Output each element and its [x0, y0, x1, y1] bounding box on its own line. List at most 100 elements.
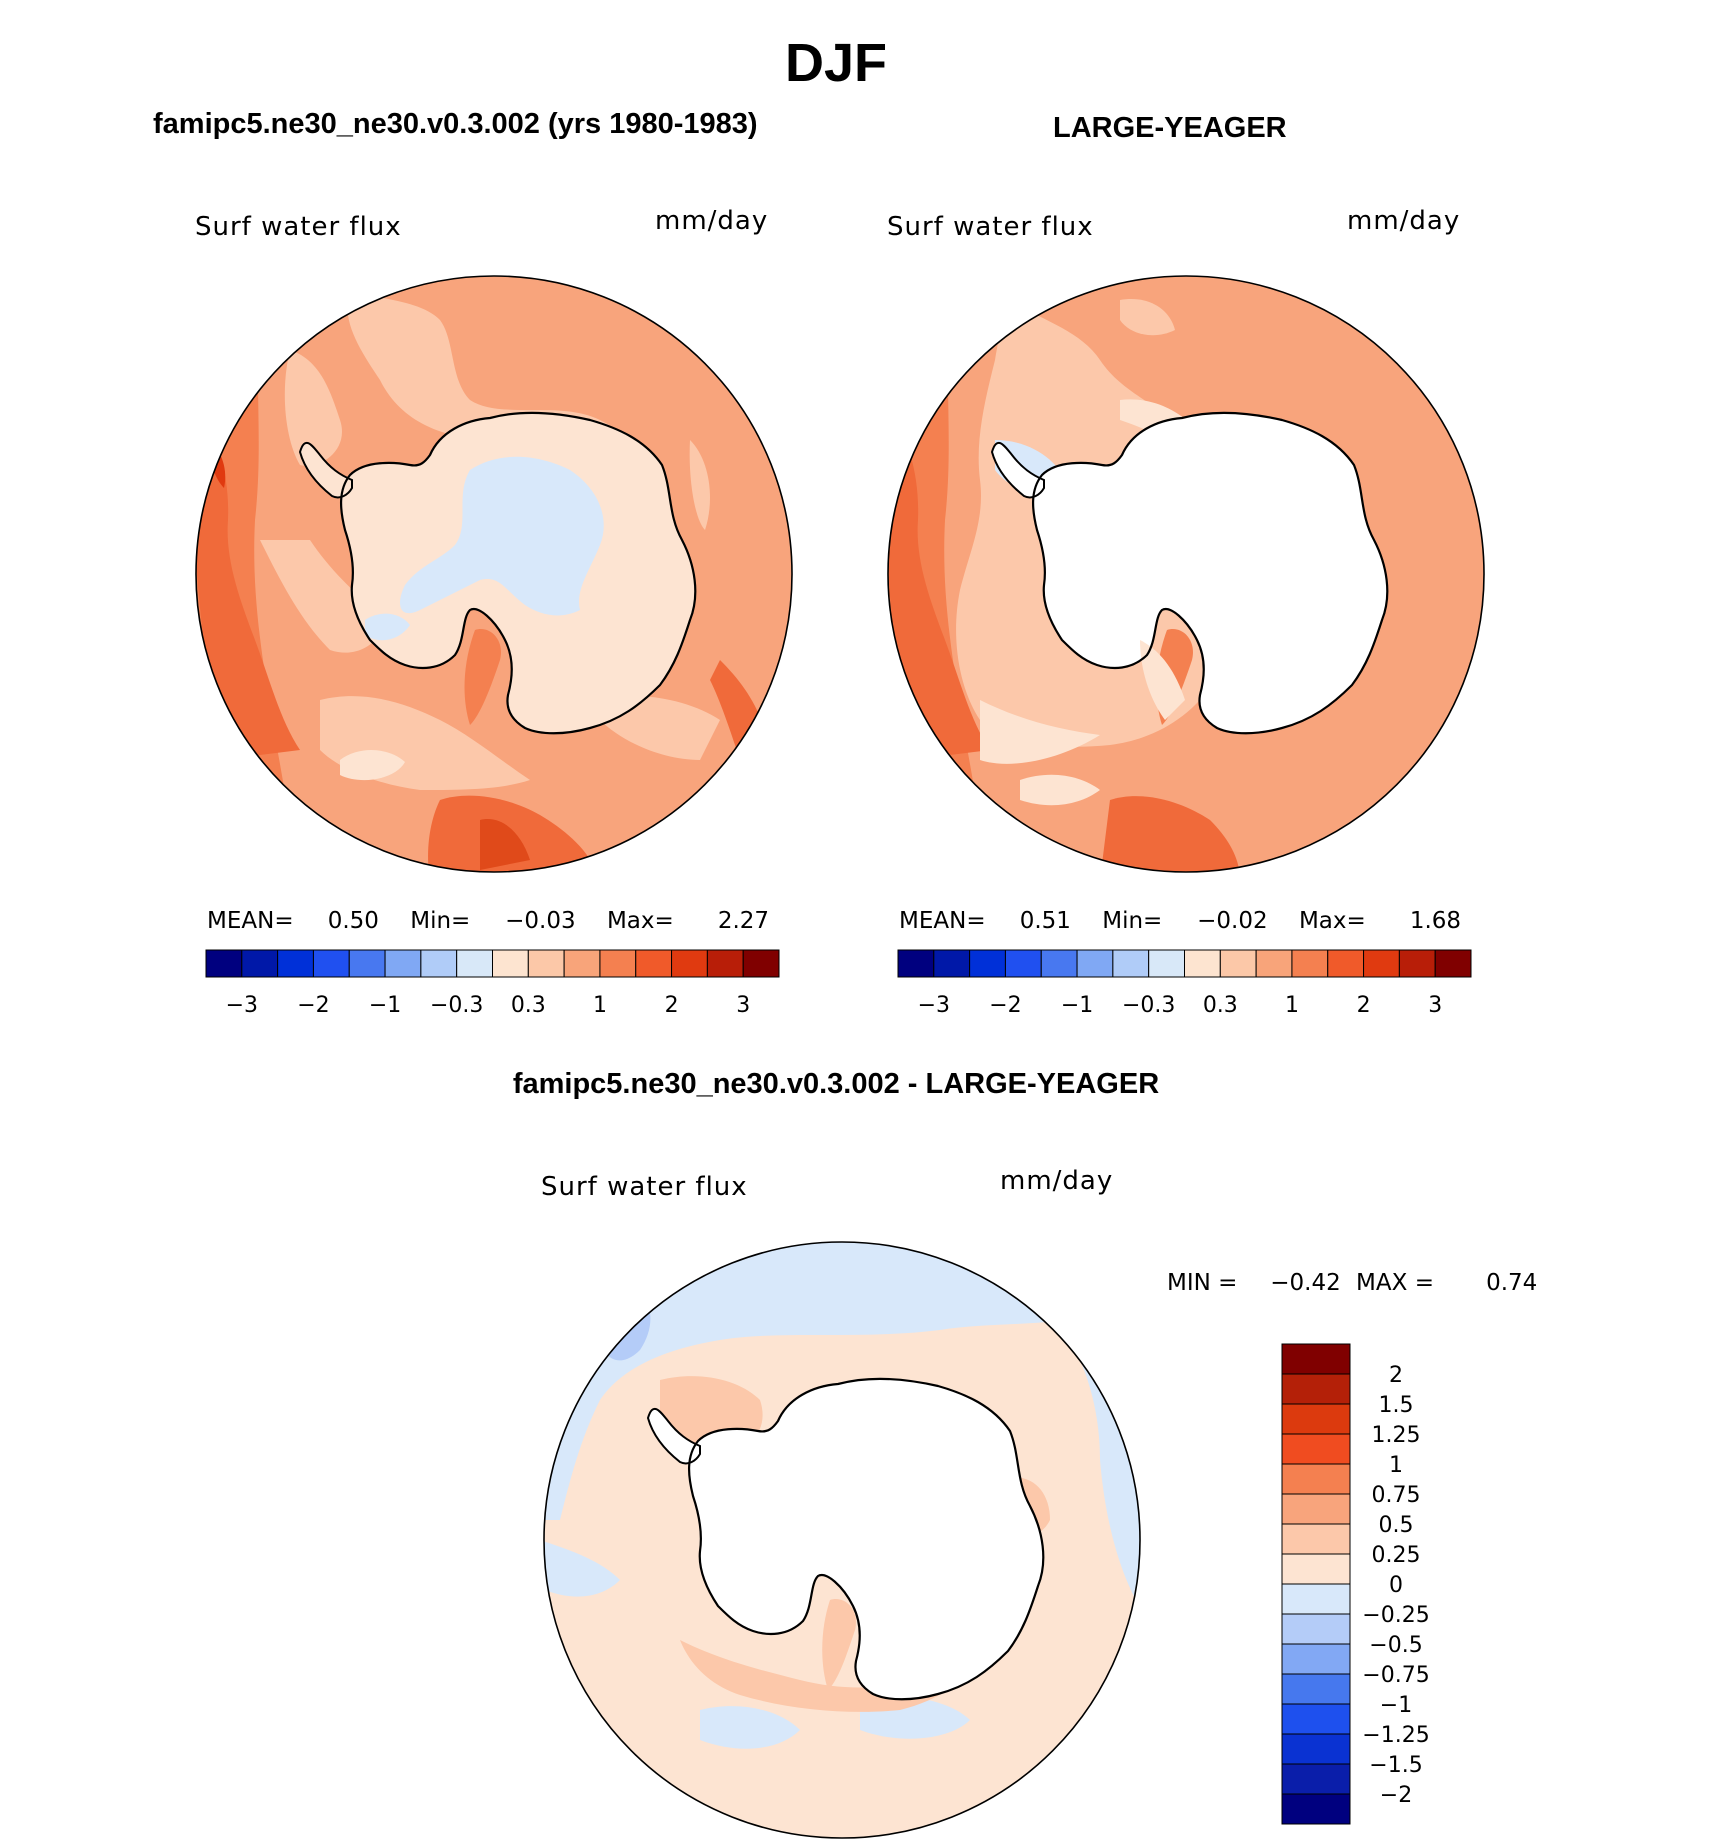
diff-colorbar-swatch: [1281, 1553, 1351, 1585]
model-colorbar-tick-label: −2: [297, 993, 329, 1018]
diff-colorbar-swatch: [1281, 1703, 1351, 1735]
diff-colorbar-tick-label: −0.25: [1362, 1603, 1429, 1628]
obs-max-label: Max=: [1298, 908, 1366, 934]
model-colorbar-tick-label: −1: [369, 993, 401, 1018]
obs-colorbar-tick-label: 0.3: [1203, 993, 1238, 1018]
diff-colorbar-tick-label: 1.25: [1372, 1423, 1421, 1448]
diff-colorbar-tick-label: −0.75: [1362, 1663, 1429, 1688]
obs-mean-value: 0.51: [1019, 908, 1071, 934]
obs-variable-label: Surf water flux: [887, 212, 1094, 242]
obs-colorbar-tick-label: −2: [989, 993, 1021, 1018]
obs-colorbar-swatch: [1148, 949, 1185, 978]
model-colorbar-tick-label: 2: [665, 993, 679, 1018]
diff-colorbar-swatch: [1281, 1373, 1351, 1405]
diff-colorbar-tick-label: 0: [1389, 1573, 1403, 1598]
model-colorbar-swatch: [492, 949, 529, 978]
obs-colorbar-swatch: [969, 949, 1006, 978]
diff-max-value: 0.74: [1486, 1270, 1538, 1296]
obs-colorbar-swatch: [1291, 949, 1329, 978]
model-colorbar-swatch: [348, 949, 386, 978]
diff-colorbar-swatch: [1281, 1733, 1351, 1765]
diff-colorbar-tick-label: −1: [1380, 1693, 1412, 1718]
obs-panel-title: LARGE-YEAGER: [1053, 112, 1287, 144]
diff-colorbar-swatch: [1281, 1463, 1351, 1495]
diff-variable-label: Surf water flux: [541, 1172, 748, 1202]
model-colorbar-tick-label: −0.3: [430, 993, 483, 1018]
obs-colorbar-swatch: [933, 949, 971, 978]
obs-colorbar-swatch: [1327, 949, 1365, 978]
model-colorbar-swatch: [671, 949, 708, 978]
diff-panel-title: famipc5.ne30_ne30.v0.3.002 - LARGE-YEAGE…: [512, 1068, 1160, 1100]
model-colorbar-swatch: [563, 949, 601, 978]
model-colorbar-swatch: [527, 949, 565, 978]
diff-colorbar-swatch: [1281, 1433, 1351, 1465]
model-colorbar-swatch: [241, 949, 279, 978]
diff-colorbar-tick-label: −1.25: [1362, 1723, 1429, 1748]
model-colorbar-swatch: [742, 949, 780, 978]
model-min-label: Min=: [410, 908, 471, 934]
obs-colorbar-swatch: [1112, 949, 1150, 978]
obs-colorbar-swatch: [1363, 949, 1400, 978]
diff-min-value: −0.42: [1270, 1270, 1341, 1296]
model-max-value: 2.27: [717, 908, 770, 934]
diff-colorbar-tick-label: 0.75: [1372, 1483, 1421, 1508]
model-colorbar-swatch: [599, 949, 637, 978]
obs-colorbar-swatch: [1398, 949, 1436, 978]
obs-colorbar-tick-label: −1: [1061, 993, 1093, 1018]
obs-colorbar-swatch: [1076, 949, 1114, 978]
obs-colorbar-tick-label: −3: [918, 993, 950, 1018]
model-units-label: mm/day: [655, 206, 769, 236]
obs-colorbar-swatch: [1219, 949, 1257, 978]
figure-title: DJF: [784, 33, 887, 93]
obs-colorbar-swatch: [1004, 949, 1042, 978]
diff-colorbar-tick-label: −1.5: [1369, 1753, 1422, 1778]
diff-colorbar-swatch: [1281, 1493, 1351, 1525]
obs-min-value: −0.02: [1197, 908, 1268, 934]
diff-stats: MIN = −0.42 MAX = 0.74: [1167, 1270, 1537, 1296]
obs-stats: MEAN= 0.51 Min= −0.02 Max= 1.68: [899, 908, 1461, 934]
model-panel-title: famipc5.ne30_ne30.v0.3.002 (yrs 1980-198…: [153, 108, 758, 140]
obs-colorbar-swatch: [1434, 949, 1472, 978]
model-variable-label: Surf water flux: [195, 212, 402, 242]
diff-colorbar-swatch: [1281, 1673, 1351, 1705]
obs-colorbar-tick-label: 2: [1357, 993, 1371, 1018]
diff-min-label: MIN =: [1167, 1270, 1238, 1296]
diff-colorbar-swatch: [1281, 1643, 1351, 1675]
diff-colorbar-tick-label: 0.5: [1379, 1513, 1414, 1538]
diff-colorbar-swatch: [1281, 1343, 1351, 1375]
obs-colorbar-swatch: [1184, 949, 1221, 978]
model-colorbar-swatch: [277, 949, 314, 978]
diff-colorbar-swatch: [1281, 1583, 1351, 1615]
diff-colorbar-tick-label: 2: [1389, 1363, 1403, 1388]
obs-colorbar-swatch: [1255, 949, 1293, 978]
model-colorbar-tick-label: 0.3: [511, 993, 546, 1018]
diff-colorbar-tick-label: 1: [1389, 1453, 1403, 1478]
obs-max-value: 1.68: [1409, 908, 1462, 934]
model-colorbar-swatch: [205, 949, 243, 978]
diff-max-label: MAX =: [1356, 1270, 1434, 1296]
diff-colorbar-tick-label: −2: [1380, 1783, 1412, 1808]
obs-map: [887, 275, 1485, 873]
model-mean-value: 0.50: [327, 908, 379, 934]
obs-colorbar-tick-label: −0.3: [1122, 993, 1175, 1018]
model-colorbar-swatch: [420, 949, 458, 978]
diff-colorbar-swatch: [1281, 1523, 1351, 1555]
obs-colorbar-swatch: [1040, 949, 1078, 978]
model-min-value: −0.03: [505, 908, 576, 934]
model-colorbar-swatch: [312, 949, 350, 978]
model-colorbar: −3 −2 −1 −0.3 0.3 1 2 3: [205, 949, 780, 1018]
diff-colorbar-tick-label: 0.25: [1372, 1543, 1421, 1568]
obs-colorbar-tick-label: 3: [1428, 993, 1442, 1018]
obs-colorbar-swatch: [897, 949, 935, 978]
model-colorbar-swatch: [456, 949, 493, 978]
model-mean-label: MEAN=: [207, 908, 294, 934]
diff-colorbar: 2 1.5 1.25 1 0.75 0.5 0.25 0 −0.25 −0.5 −0.75 −1 −1.…: [1281, 1343, 1430, 1825]
diff-units-label: mm/day: [1000, 1166, 1114, 1196]
diff-colorbar-swatch: [1281, 1793, 1351, 1825]
model-colorbar-swatch: [635, 949, 673, 978]
model-map: [195, 275, 793, 873]
obs-min-label: Min=: [1102, 908, 1163, 934]
model-colorbar-swatch: [384, 949, 422, 978]
model-colorbar-tick-label: 3: [736, 993, 750, 1018]
